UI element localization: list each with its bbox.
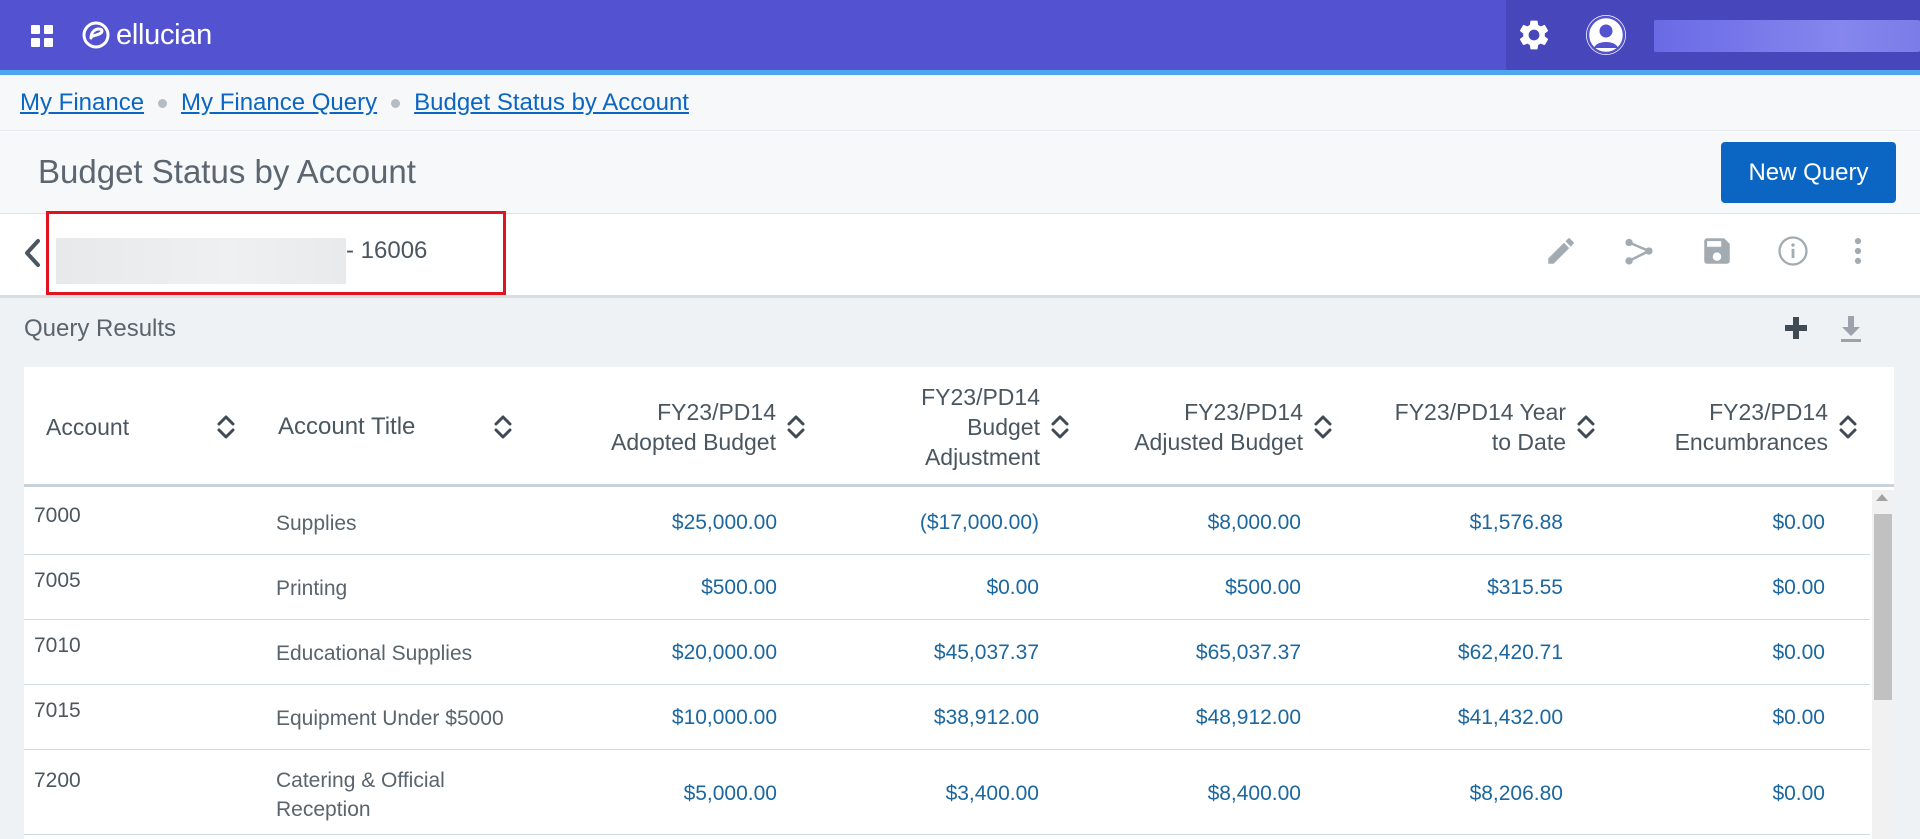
column-header-year-to-date[interactable]: FY23/PD14 Year to Date [1333,367,1596,487]
sort-icon[interactable] [1838,412,1858,442]
cell-adjusted-budget[interactable]: $500.00 [1225,576,1301,599]
cell-account-title: Supplies [276,512,357,535]
query-results-title: Query Results [24,315,177,342]
cell-year-to-date[interactable]: $62,420.71 [1457,641,1563,664]
table-row[interactable]: 7200 Catering & Official Reception $5,00… [24,750,1870,835]
cell-budget-adjustment[interactable]: $38,912.00 [933,706,1039,729]
table-row[interactable]: 7015 Equipment Under $5000 $10,000.00 $3… [24,685,1870,750]
column-header-account[interactable]: Account [46,367,236,487]
cell-encumbrances[interactable]: $0.00 [1772,782,1825,805]
cell-budget-adjustment[interactable]: ($17,000.00) [919,511,1039,534]
cell-budget-adjustment[interactable]: $3,400.00 [945,782,1039,805]
ellucian-logo-mark-icon [82,21,110,49]
cell-year-to-date[interactable]: $1,576.88 [1469,511,1563,534]
ellucian-logo[interactable]: ellucian [82,18,212,52]
user-name-redacted[interactable] [1654,20,1920,52]
page-header: Budget Status by Account New Query [0,132,1920,214]
apps-grid-icon[interactable] [31,25,53,47]
cell-account: 7000 [34,504,81,527]
sort-icon[interactable] [1313,412,1333,442]
cell-account: 7200 [34,769,81,792]
info-icon[interactable] [1776,234,1810,268]
cell-adopted-budget[interactable]: $5,000.00 [683,782,777,805]
cell-account-title: Catering & Official Reception [276,769,445,821]
query-results-table: Account Account Title FY23/PD14 Adopted … [24,367,1894,839]
scroll-up-arrow-icon[interactable] [1876,494,1888,501]
cell-year-to-date[interactable]: $41,432.00 [1457,706,1563,729]
cell-encumbrances[interactable]: $0.00 [1772,511,1825,534]
cell-adjusted-budget[interactable]: $65,037.37 [1195,641,1301,664]
table-row[interactable]: 7010 Educational Supplies $20,000.00 $45… [24,620,1870,685]
sort-icon[interactable] [493,412,513,442]
cell-adopted-budget[interactable]: $25,000.00 [671,511,777,534]
pencil-icon[interactable] [1544,234,1578,268]
cell-encumbrances[interactable]: $0.00 [1772,576,1825,599]
breadcrumb-separator [391,98,401,108]
cell-encumbrances[interactable]: $0.00 [1772,641,1825,664]
breadcrumb-my-finance[interactable]: My Finance [20,89,145,116]
new-query-button[interactable]: New Query [1721,142,1896,203]
cell-account: 7015 [34,699,81,722]
sort-icon[interactable] [1576,412,1596,442]
cell-budget-adjustment[interactable]: $45,037.37 [933,641,1039,664]
cell-account-title: Equipment Under $5000 [276,707,504,730]
cell-account-title: Printing [276,577,348,600]
column-header-encumbrances[interactable]: FY23/PD14 Encumbrances [1596,367,1858,487]
brand-name: ellucian [116,18,212,51]
plus-icon[interactable] [1782,314,1810,342]
save-icon[interactable] [1700,234,1734,268]
breadcrumb-separator [158,98,168,108]
gear-icon[interactable] [1516,17,1552,53]
cell-year-to-date[interactable]: $8,206.80 [1469,782,1563,805]
cell-adopted-budget[interactable]: $20,000.00 [671,641,777,664]
cell-adopted-budget[interactable]: $10,000.00 [671,706,777,729]
column-header-budget-adjustment[interactable]: FY23/PD14 Budget Adjustment [808,367,1070,487]
column-header-adjusted-budget[interactable]: FY23/PD14 Adjusted Budget [1070,367,1333,487]
top-bar-accent-stripe [0,70,1920,75]
table-header: Account Account Title FY23/PD14 Adopted … [24,367,1894,487]
highlight-box [46,211,506,295]
cell-adjusted-budget[interactable]: $8,000.00 [1207,511,1301,534]
user-avatar-icon[interactable] [1586,15,1626,55]
cell-account-title: Educational Supplies [276,642,473,665]
query-fund-code: - 16006 [346,237,428,264]
column-header-adopted-budget[interactable]: FY23/PD14 Adopted Budget [544,367,806,487]
more-vertical-icon[interactable] [1841,234,1875,268]
scrollbar-thumb[interactable] [1874,514,1892,700]
cell-adjusted-budget[interactable]: $8,400.00 [1207,782,1301,805]
cell-encumbrances[interactable]: $0.00 [1772,706,1825,729]
cell-adopted-budget[interactable]: $500.00 [701,576,777,599]
download-icon[interactable] [1837,314,1865,344]
breadcrumb-my-finance-query[interactable]: My Finance Query [181,89,378,116]
cell-budget-adjustment[interactable]: $0.00 [986,576,1039,599]
breadcrumb-budget-status[interactable]: Budget Status by Account [414,89,689,116]
cell-account: 7005 [34,569,81,592]
breadcrumb-background [0,75,1920,131]
sort-icon[interactable] [216,412,236,442]
table-row[interactable]: 7005 Printing $500.00 $0.00 $500.00 $315… [24,555,1870,620]
breadcrumb: My Finance My Finance Query Budget Statu… [20,87,689,119]
cell-account: 7010 [34,634,81,657]
share-icon[interactable] [1622,234,1656,268]
chevron-left-icon[interactable] [21,236,43,270]
sort-icon[interactable] [1050,412,1070,442]
table-row[interactable]: 7000 Supplies $25,000.00 ($17,000.00) $8… [24,490,1870,555]
page-title: Budget Status by Account [38,153,416,190]
cell-adjusted-budget[interactable]: $48,912.00 [1195,706,1301,729]
cell-year-to-date[interactable]: $315.55 [1487,576,1563,599]
query-name-redacted [56,238,346,284]
column-header-account-title[interactable]: Account Title [278,367,513,487]
sort-icon[interactable] [786,412,806,442]
